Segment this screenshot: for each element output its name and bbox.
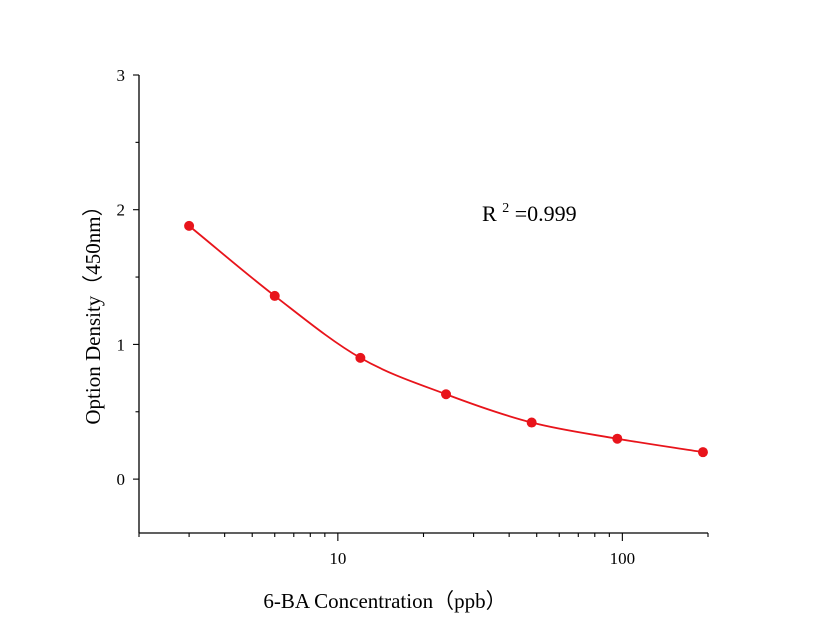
data-point — [355, 352, 366, 363]
data-point — [526, 417, 537, 428]
r-squared-suffix: =0.999 — [515, 201, 577, 226]
data-point — [184, 220, 195, 231]
y-tick-label: 3 — [117, 66, 126, 85]
fit-curve — [188, 225, 704, 454]
data-point — [441, 389, 452, 400]
data-points — [184, 220, 708, 458]
y-axis-title: Option Density（450nm） — [81, 195, 105, 424]
y-tick-label: 1 — [117, 335, 126, 354]
r-squared-annotation: R 2 =0.999 — [482, 192, 577, 226]
data-point — [697, 447, 708, 458]
x-tick-label: 100 — [610, 549, 636, 568]
y-tick-label: 0 — [117, 470, 126, 489]
fit-curve-group — [188, 225, 704, 454]
data-point — [269, 290, 280, 301]
data-point — [612, 433, 623, 444]
axes — [138, 75, 708, 534]
y-ticks: 0 1 2 3 — [117, 66, 139, 489]
x-axis-title: 6-BA Concentration（ppb） — [263, 589, 506, 613]
r-squared-prefix: R — [482, 201, 497, 226]
r-squared-superscript: 2 — [502, 201, 509, 216]
y-tick-label: 2 — [117, 201, 126, 220]
x-tick-label: 10 — [329, 549, 346, 568]
x-ticks: 10 100 — [138, 533, 709, 568]
